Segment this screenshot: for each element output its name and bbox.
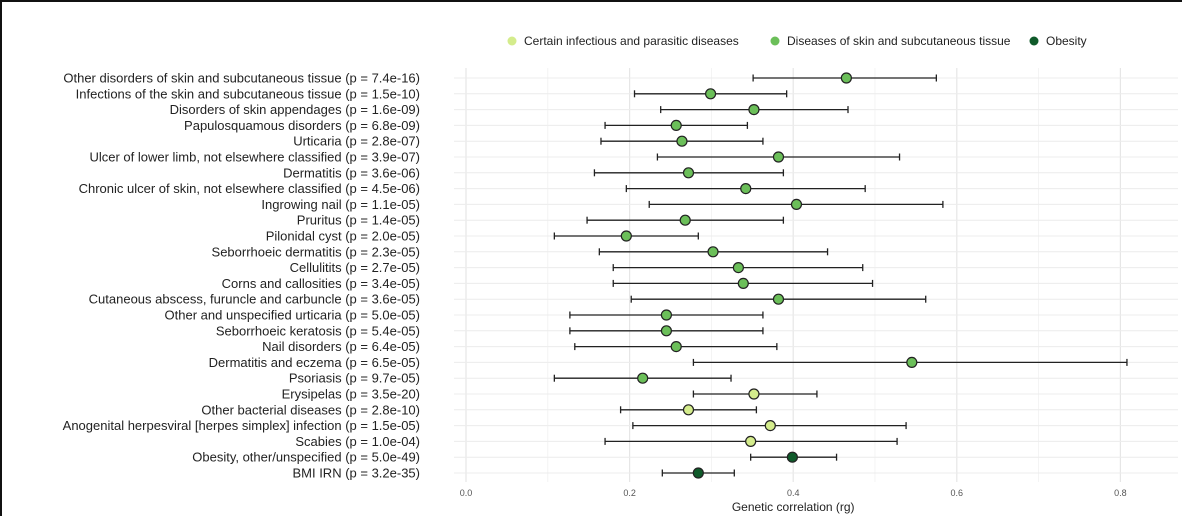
data-point (670, 119, 682, 132)
x-tick-label: 0.4 (787, 488, 800, 498)
data-point (786, 451, 798, 463)
x-tick-label: 0.2 (623, 488, 636, 498)
row-label: Other bacterial diseases (p = 2.8e-10) (201, 402, 420, 417)
row-label: Seborrhoeic keratosis (p = 5.4e-05) (216, 323, 420, 338)
row-label: Anogenital herpesviral [herpes simplex] … (63, 418, 420, 433)
x-axis: 0.0 0.2 0.4 0.6 0.8 Genetic correlation (rg) (460, 488, 1127, 514)
gridlines (454, 68, 1178, 482)
row-label: Infections of the skin and subcutaneous … (76, 86, 420, 101)
data-point (704, 88, 717, 100)
data-point (772, 293, 785, 305)
legend-swatch (1029, 36, 1039, 46)
data-point (620, 230, 632, 242)
data-point (772, 151, 785, 163)
data-point (790, 198, 803, 210)
data-point (679, 214, 691, 226)
data-point (906, 356, 918, 368)
data-point (740, 183, 752, 195)
row-label: Chronic ulcer of skin, not elsewhere cla… (79, 181, 420, 196)
data-point (637, 372, 649, 384)
data-point (692, 467, 704, 479)
row-label: Cutaneous abscess, furuncle and carbuncl… (89, 292, 420, 307)
row-label: Pruritus (p = 1.4e-05) (297, 213, 420, 228)
row-label: Disorders of skin appendages (p = 1.6e-0… (170, 102, 420, 117)
data-point (737, 277, 749, 289)
data-point (660, 325, 673, 337)
row-label: Other and unspecified urticaria (p = 5.0… (165, 308, 420, 323)
legend-label: Diseases of skin and subcutaneous tissue (787, 34, 1011, 48)
legend-swatch (507, 36, 517, 46)
row-label: Seborrhoeic dermatitis (p = 2.3e-05) (212, 244, 420, 259)
x-tick-label: 0.0 (460, 488, 473, 498)
data-point (748, 103, 760, 116)
data-point (682, 167, 695, 179)
legend-label: Certain infectious and parasitic disease… (524, 34, 739, 48)
row-label: Obesity, other/unspecified (p = 5.0e-49) (192, 450, 420, 465)
row-label: Psoriasis (p = 9.7e-05) (289, 371, 420, 386)
row-label: BMI IRN (p = 3.2e-35) (292, 466, 420, 481)
data-point (748, 388, 760, 400)
x-tick-label: 0.6 (951, 488, 964, 498)
row-label: Other disorders of skin and subcutaneous… (63, 71, 420, 86)
legend-label: Obesity (1046, 34, 1087, 48)
data-point (676, 135, 688, 147)
row-label: Papulosquamous disorders (p = 6.8e-09) (184, 118, 420, 133)
row-label: Erysipelas (p = 3.5e-20) (282, 387, 420, 402)
data-point (840, 72, 852, 84)
row-label: Scabies (p = 1.0e-04) (295, 434, 420, 449)
data-point (707, 246, 719, 258)
data-point (670, 341, 682, 353)
legend: Certain infectious and parasitic disease… (507, 34, 1087, 48)
x-axis-title: Genetic correlation (rg) (732, 500, 855, 514)
row-label: Ingrowing nail (p = 1.1e-05) (261, 197, 420, 212)
data-point (660, 309, 673, 321)
data-point (764, 420, 776, 432)
row-label: Pilonidal cyst (p = 2.0e-05) (266, 229, 420, 244)
legend-swatch (770, 36, 780, 46)
row-label: Cellulitits (p = 2.7e-05) (290, 260, 420, 275)
data-point (682, 404, 695, 416)
data-point (745, 435, 757, 447)
row-label: Ulcer of lower limb, not elsewhere class… (89, 150, 420, 165)
row-label: Corns and callosities (p = 3.4e-05) (222, 276, 420, 291)
row-label: Nail disorders (p = 6.4e-05) (262, 339, 420, 354)
row-label: Urticaria (p = 2.8e-07) (293, 134, 420, 149)
data-point (732, 262, 744, 274)
x-tick-label: 0.8 (1114, 488, 1127, 498)
row-label: Dermatitis (p = 3.6e-06) (283, 165, 420, 180)
plot-rows: Other disorders of skin and subcutaneous… (63, 71, 1128, 481)
row-label: Dermatitis and eczema (p = 6.5e-05) (209, 355, 420, 370)
